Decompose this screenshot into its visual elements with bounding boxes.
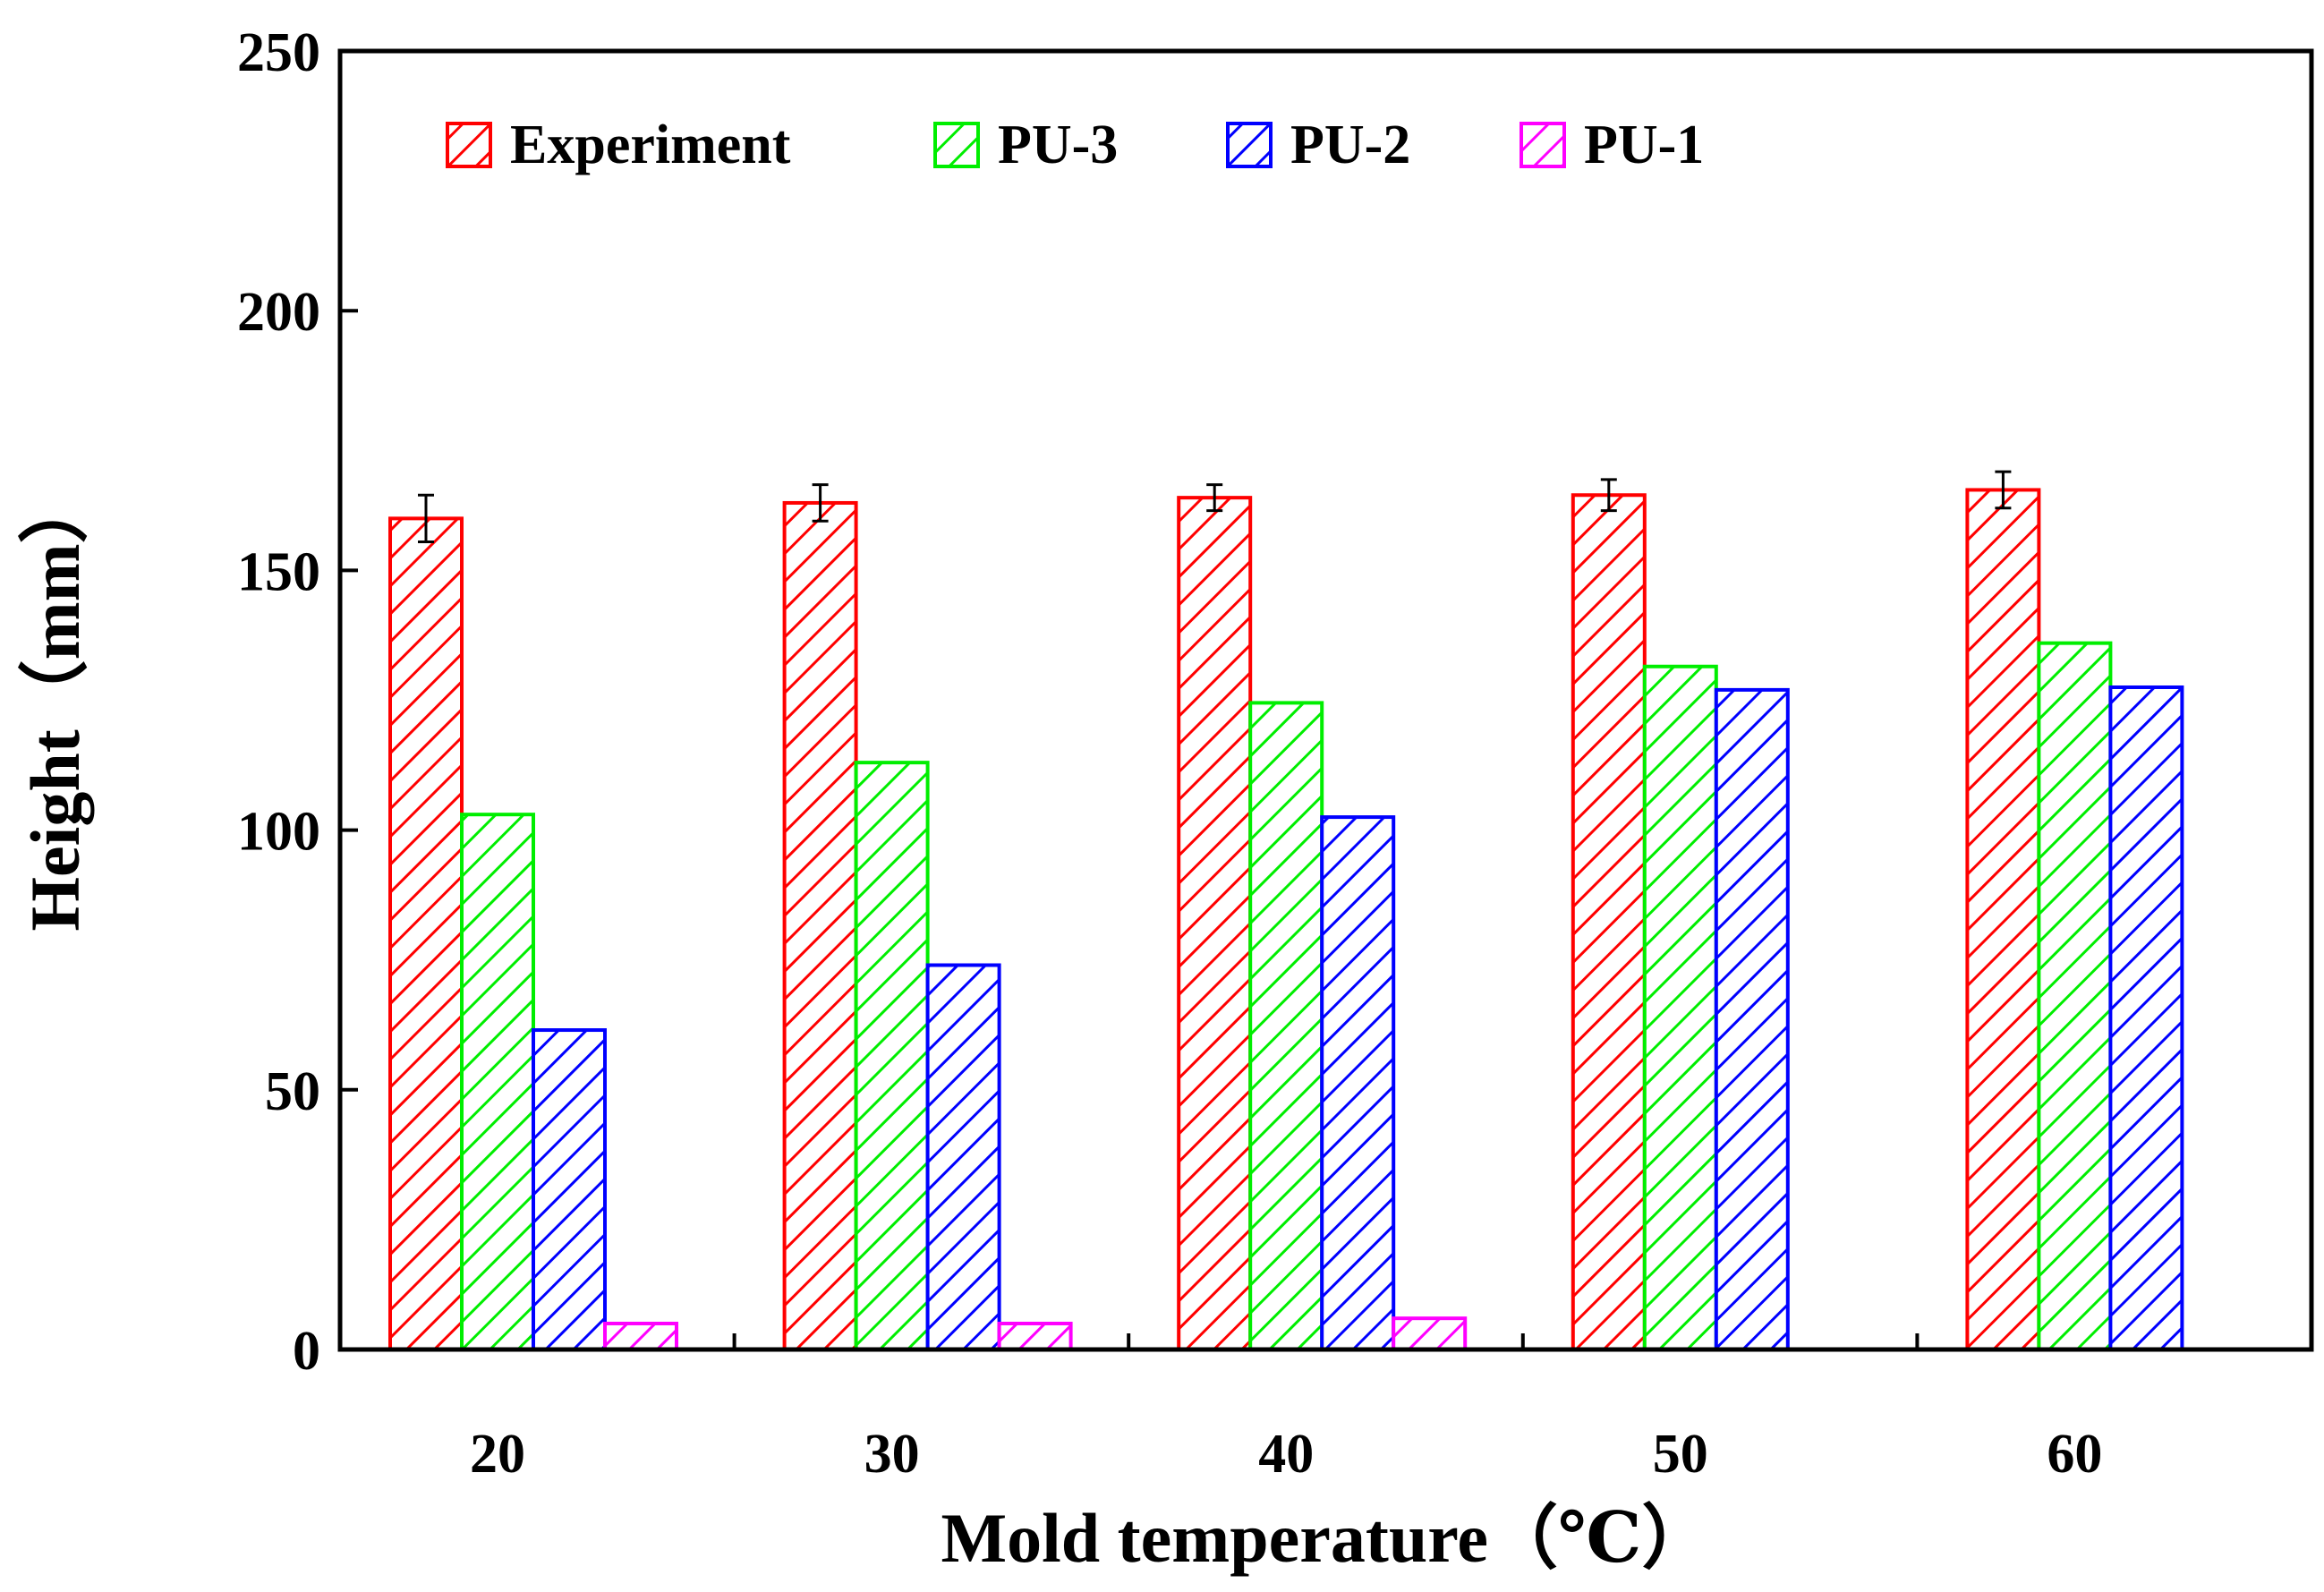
legend-item-pu-1: PU-1 [1520, 115, 1704, 175]
y-axis: 0 50 100 150 200 250 [237, 22, 358, 1382]
error-bar-60 [1995, 470, 2012, 510]
y-axis-label: Height（mm） [16, 473, 94, 931]
x-tick-label: 50 [1653, 1424, 1708, 1485]
legend-label: PU-3 [998, 115, 1118, 175]
error-bar-30 [812, 483, 829, 523]
error-bar-20 [418, 493, 434, 543]
x-tick-label: 30 [864, 1424, 920, 1485]
bar-pu-3-20 [460, 813, 535, 1351]
legend-swatch [446, 122, 492, 168]
error-bars-layer [418, 470, 2012, 543]
bar-experiment-60 [1965, 488, 2041, 1351]
y-tick-label: 250 [237, 22, 320, 83]
legend-item-experiment: Experiment [446, 115, 791, 175]
bar-pu-3-60 [2037, 641, 2113, 1351]
x-axis: 20 30 40 50 60 [470, 1333, 2102, 1485]
bar-pu-3-40 [1248, 701, 1324, 1351]
bar-pu-3-30 [854, 761, 930, 1351]
bar-pu-3-50 [1642, 664, 1718, 1351]
x-tick-label: 40 [1258, 1424, 1314, 1485]
bar-pu-2-20 [532, 1028, 607, 1351]
legend-swatch [933, 122, 980, 168]
bar-experiment-50 [1571, 493, 1647, 1351]
legend-label: Experiment [510, 115, 791, 175]
legend-item-pu-3: PU-3 [933, 115, 1118, 175]
x-tick-label: 60 [2047, 1424, 2102, 1485]
error-bar-50 [1600, 478, 1617, 513]
y-tick-label: 150 [237, 541, 320, 602]
x-tick-label: 20 [470, 1424, 525, 1485]
legend-swatch [1520, 122, 1566, 168]
legend-label: PU-1 [1584, 115, 1704, 175]
y-tick-label: 200 [237, 282, 320, 343]
legend-swatch [1226, 122, 1273, 168]
legend: Experiment PU-3 PU-2 PU-1 [446, 115, 1704, 175]
bar-pu-1-40 [1392, 1316, 1468, 1352]
bar-pu-1-30 [997, 1321, 1073, 1351]
plot-frame [337, 48, 2314, 1352]
bar-experiment-30 [782, 500, 858, 1351]
bar-pu-2-60 [2108, 685, 2184, 1351]
y-tick-label: 100 [237, 802, 320, 863]
error-bar-40 [1206, 483, 1223, 513]
bar-pu-1-20 [603, 1321, 678, 1351]
bar-experiment-40 [1177, 496, 1253, 1351]
bars-layer [388, 488, 2184, 1352]
bar-pu-2-50 [1714, 687, 1790, 1351]
legend-label: PU-2 [1290, 115, 1410, 175]
y-tick-label: 0 [293, 1321, 320, 1382]
bar-pu-2-30 [925, 963, 1001, 1352]
bar-pu-2-40 [1320, 815, 1396, 1351]
x-axis-label: Mold temperature（℃） [941, 1499, 1711, 1577]
bar-experiment-20 [388, 516, 464, 1351]
legend-item-pu-2: PU-2 [1226, 115, 1410, 175]
y-tick-label: 50 [265, 1061, 320, 1122]
